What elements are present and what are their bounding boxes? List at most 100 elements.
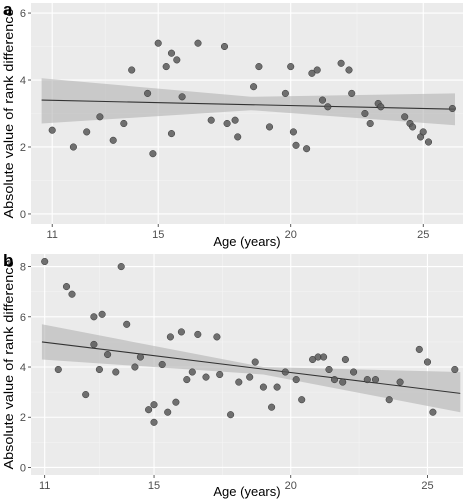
data-point [265,123,274,131]
data-point [90,313,98,321]
data-point [136,353,144,361]
data-point [303,145,311,153]
data-point [223,119,231,128]
data-point [150,418,158,426]
y-tick-label: 2 [20,412,26,424]
data-point [401,113,409,121]
data-point [95,365,103,374]
x-tick-label: 15 [148,480,160,492]
data-point [150,401,158,409]
data-point [90,340,98,348]
x-tick-labels-a: 11 15 20 25 [46,224,429,241]
data-point [448,104,456,113]
data-point [194,39,202,47]
data-point [289,128,297,136]
data-point [194,330,202,338]
data-point [213,333,221,341]
data-point [363,376,371,384]
data-point [250,83,258,91]
data-point [231,116,239,124]
x-tick-label: 25 [421,480,433,492]
data-point [339,378,347,386]
data-point [123,320,131,328]
data-point [337,59,345,67]
data-point [109,136,117,144]
data-point [350,368,358,376]
data-point [345,66,353,74]
data-point [41,257,49,266]
data-point [62,283,71,291]
data-point [281,368,289,376]
data-point [162,63,170,71]
data-point [292,141,300,149]
x-tick-label: 25 [417,229,429,241]
data-point [96,113,104,121]
regression-line-b [41,341,461,394]
data-point [98,310,106,318]
y-tick-labels-b: 0 2 4 6 8 [20,262,31,474]
data-point [415,345,423,353]
y-tick-label: 6 [20,312,26,324]
data-point [235,378,243,386]
data-point [385,396,393,404]
data-point [268,403,276,411]
x-tick-labels-b: 11 15 20 25 [39,475,434,492]
data-point [308,69,316,77]
data-point [188,368,196,376]
data-point [178,93,186,101]
data-point [183,376,191,384]
data-point [154,39,162,47]
regression-line-a [41,99,456,110]
data-point [287,63,295,71]
data-point [48,126,56,134]
data-point [366,119,374,128]
data-point [220,42,229,51]
data-point [324,103,332,111]
data-point [371,376,380,384]
y-tick-label: 4 [20,75,26,87]
chart-panel-a: 11 15 20 25 0 2 4 6 a Age (years) Absolute val… [1,0,463,249]
data-point [167,49,176,57]
confidence-band-a [41,78,455,126]
data-point [172,398,180,406]
x-tick-label: 11 [46,229,57,241]
data-point [298,396,306,404]
y-tick-label: 6 [20,8,26,20]
y-axis-title-b: Absolute value of rank difference [1,260,16,470]
data-point [202,373,210,381]
data-point [330,376,339,384]
y-tick-label: 0 [20,209,26,221]
data-point [173,56,181,64]
data-point [246,373,254,381]
data-point [158,360,166,369]
panel-label-b: b [3,251,13,270]
data-point [83,128,91,136]
data-point [419,128,427,136]
data-point [429,408,437,416]
data-points-b [41,257,459,426]
data-point [320,353,328,361]
x-tick-label: 20 [285,229,297,241]
data-point [68,290,76,298]
y-tick-labels-a: 0 2 4 6 [20,8,31,221]
y-axis-title-a: Absolute value of rank difference [1,9,16,219]
x-tick-label: 20 [285,480,297,492]
data-point [325,365,333,374]
data-point [177,328,185,336]
x-axis-title-a: Age (years) [213,234,280,249]
data-point [167,130,176,138]
x-tick-label: 11 [39,480,50,492]
data-point [255,63,263,71]
data-point [166,333,174,341]
y-tick-label: 0 [20,462,26,474]
data-point [451,365,459,374]
data-point [104,350,112,359]
chart-panel-b: 11 15 20 25 0 2 4 6 8 b Age (years) Absolute va… [1,251,463,499]
data-point [377,103,385,111]
data-point [234,133,242,141]
x-tick-label: 15 [152,229,164,241]
data-point [251,358,259,366]
data-point [120,119,128,128]
panel-label-a: a [3,0,13,19]
data-point [424,138,433,146]
